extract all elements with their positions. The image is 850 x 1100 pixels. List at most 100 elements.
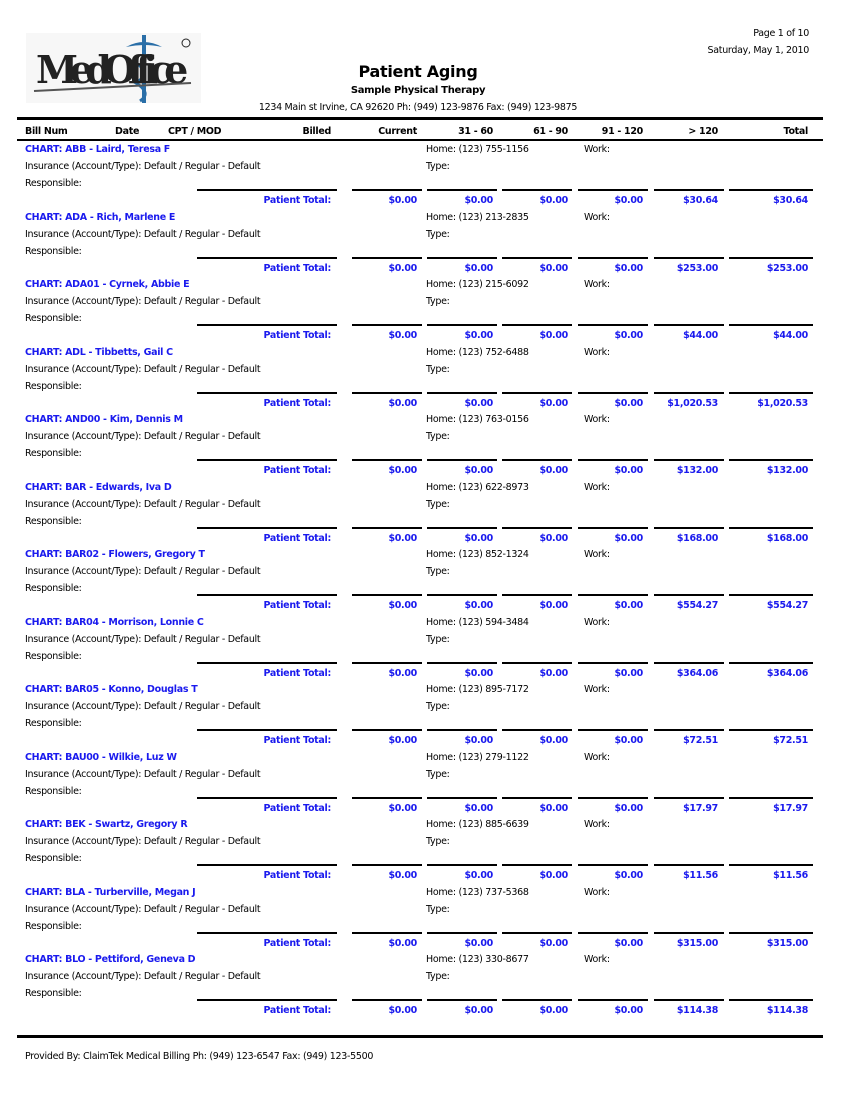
patient-total-label: Patient Total: <box>263 465 331 476</box>
patient-total-value: $114.38 <box>766 1005 808 1016</box>
patient-total-value: $0.00 <box>388 667 417 679</box>
patient-total-value: $0.00 <box>539 195 568 206</box>
patient-total-value: $0.00 <box>539 262 568 274</box>
total-rule <box>578 189 648 191</box>
patient-total-label: Patient Total: <box>263 600 331 611</box>
home-phone: Home: (123) 895-7172 <box>426 684 529 695</box>
total-rule <box>729 729 813 731</box>
footer-rule <box>17 1035 823 1038</box>
patient-total-value: $0.00 <box>539 937 568 949</box>
total-rule <box>729 189 813 191</box>
total-rule <box>578 526 648 529</box>
total-rule <box>578 256 648 259</box>
insurance-info: Insurance (Account/Type): Default / Regu… <box>25 903 261 915</box>
patient-total-label: Patient Total: <box>263 937 331 949</box>
patient-total-value: $132.00 <box>766 465 808 476</box>
patient-total-label: Patient Total: <box>263 532 331 544</box>
patient-total-value: $0.00 <box>614 870 643 881</box>
work-phone-label: Work: <box>584 414 610 425</box>
work-phone-label: Work: <box>584 346 610 358</box>
total-rule <box>654 459 724 461</box>
total-rule <box>197 459 337 461</box>
total-rule <box>502 594 572 596</box>
work-phone-label: Work: <box>584 144 610 155</box>
patient-total-value: $0.00 <box>614 532 643 544</box>
total-rule <box>578 661 648 664</box>
total-rule <box>502 324 572 326</box>
patient-total-value: $0.00 <box>388 870 417 881</box>
total-rule <box>427 661 497 664</box>
column-header: Current <box>378 126 417 137</box>
patient-chart: CHART: BAR05 - Konno, Douglas T <box>25 684 198 695</box>
home-phone: Home: (123) 752-6488 <box>426 346 529 358</box>
total-rule <box>654 729 724 731</box>
total-rule <box>427 324 497 326</box>
total-rule <box>729 526 813 529</box>
column-header: > 120 <box>688 126 718 137</box>
patient-total-value: $17.97 <box>773 802 808 814</box>
patient-total-value: $30.64 <box>683 195 718 206</box>
total-rule <box>502 796 572 799</box>
responsible-label: Responsible: <box>25 245 82 257</box>
responsible-label: Responsible: <box>25 785 82 797</box>
patient-total-label: Patient Total: <box>263 195 331 206</box>
home-phone: Home: (123) 763-0156 <box>426 414 529 425</box>
patient-total-value: $0.00 <box>388 802 417 814</box>
work-phone-label: Work: <box>584 954 610 965</box>
patient-total-label: Patient Total: <box>263 397 331 409</box>
patient-total-value: $0.00 <box>614 465 643 476</box>
patient-total-label: Patient Total: <box>263 262 331 274</box>
patient-total-value: $0.00 <box>614 195 643 206</box>
total-rule <box>427 864 497 866</box>
total-rule <box>427 256 497 259</box>
total-rule <box>197 931 337 934</box>
work-phone-label: Work: <box>584 684 610 695</box>
total-rule <box>197 526 337 529</box>
responsible-label: Responsible: <box>25 515 82 527</box>
patient-total-value: $315.00 <box>766 937 808 949</box>
patient-total-label: Patient Total: <box>263 330 331 341</box>
page-number: Page 1 of 10 <box>753 28 809 39</box>
patient-total-value: $554.27 <box>676 600 718 611</box>
total-rule <box>352 256 422 259</box>
responsible-label: Responsible: <box>25 650 82 662</box>
patient-chart: CHART: ABB - Laird, Teresa F <box>25 144 170 155</box>
patient-total-value: $0.00 <box>388 532 417 544</box>
patient-total-value: $0.00 <box>539 397 568 409</box>
patient-total-value: $0.00 <box>464 397 493 409</box>
total-rule <box>427 594 497 596</box>
patient-total-value: $0.00 <box>464 735 493 746</box>
total-rule <box>578 391 648 394</box>
patient-total-value: $0.00 <box>539 330 568 341</box>
type-label: Type: <box>426 296 450 307</box>
patient-total-value: $554.27 <box>766 600 808 611</box>
total-rule <box>654 526 724 529</box>
total-rule <box>729 594 813 596</box>
total-rule <box>352 526 422 529</box>
total-rule <box>197 256 337 259</box>
total-rule <box>427 729 497 731</box>
total-rule <box>729 459 813 461</box>
total-rule <box>197 661 337 664</box>
footer-text: Provided By: ClaimTek Medical Billing Ph… <box>25 1051 374 1062</box>
total-rule <box>352 391 422 394</box>
total-rule <box>654 594 724 596</box>
total-rule <box>197 324 337 326</box>
total-rule <box>197 729 337 731</box>
column-header: Total <box>783 126 809 137</box>
patient-total-value: $0.00 <box>464 330 493 341</box>
total-rule <box>502 864 572 866</box>
patient-total-value: $0.00 <box>539 600 568 611</box>
patient-chart: CHART: ADL - Tibbetts, Gail C <box>25 346 173 358</box>
patient-total-value: $0.00 <box>614 667 643 679</box>
responsible-label: Responsible: <box>25 380 82 392</box>
insurance-info: Insurance (Account/Type): Default / Regu… <box>25 701 261 712</box>
type-label: Type: <box>426 701 450 712</box>
patient-total-value: $0.00 <box>464 195 493 206</box>
patient-chart: CHART: BLO - Pettiford, Geneva D <box>25 954 196 965</box>
patient-chart: CHART: BAR04 - Morrison, Lonnie C <box>25 616 204 628</box>
total-rule <box>654 189 724 191</box>
column-header: Date <box>115 126 140 137</box>
total-rule <box>654 864 724 866</box>
patient-total-value: $0.00 <box>614 600 643 611</box>
